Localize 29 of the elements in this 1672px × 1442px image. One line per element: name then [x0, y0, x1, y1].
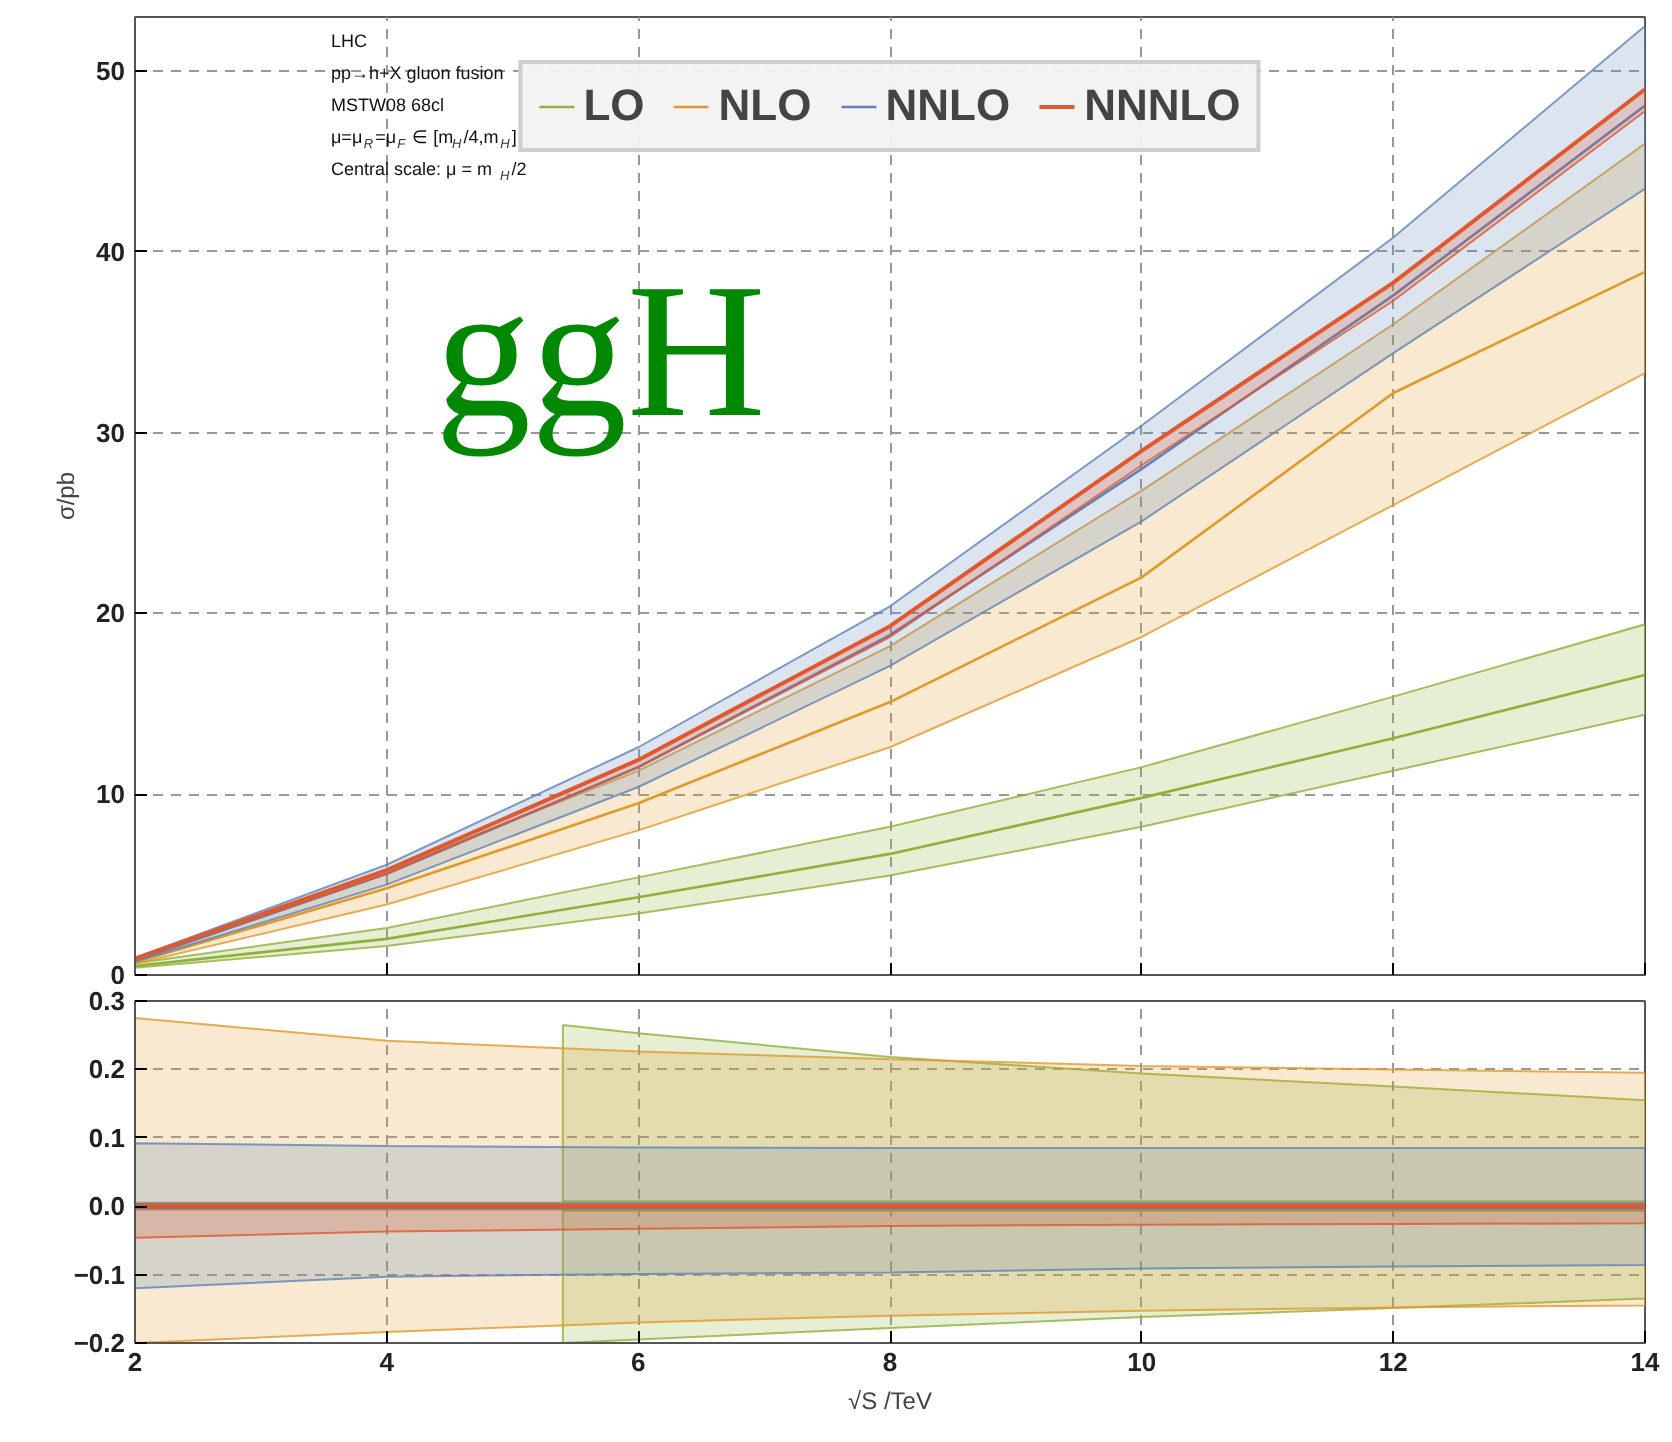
- annotation: LHC: [331, 31, 369, 51]
- y-tick-label: 0: [110, 960, 126, 990]
- x-tick-label: 10: [1127, 1347, 1157, 1377]
- y-tick-label: 40: [96, 236, 126, 267]
- x-tick-label: 2: [127, 1347, 143, 1377]
- y-tick-label: 0.1: [88, 1122, 126, 1153]
- annotation: MSTW08 68cl: [331, 95, 445, 115]
- x-tick-label: 6: [631, 1347, 646, 1377]
- y-tick-label: 10: [96, 779, 126, 810]
- legend-label: NLO: [718, 80, 812, 132]
- y-tick-label: −0.1: [73, 1259, 126, 1290]
- y-tick-label: 0.3: [88, 986, 126, 1016]
- x-tick-label: 8: [882, 1347, 898, 1377]
- x-tick-label: 14: [1630, 1347, 1661, 1377]
- annotation: pp→h+X gluon fusion: [331, 63, 504, 83]
- x-axis-title: √S /TeV: [848, 1387, 932, 1415]
- legend-label: LO: [583, 80, 645, 132]
- y-tick-label: 50: [96, 56, 126, 87]
- y-tick-label: 30: [96, 417, 126, 448]
- y-tick-label: 0.0: [88, 1191, 126, 1222]
- legend-label: NNLO: [885, 80, 1011, 132]
- x-tick-label: 12: [1378, 1347, 1408, 1377]
- annotation: ggH: [435, 243, 766, 457]
- y-axis-title: σ/pb: [52, 471, 81, 521]
- y-tick-label: 0.2: [88, 1054, 126, 1085]
- legend-label: NNNLO: [1084, 80, 1241, 132]
- x-tick-label: 4: [379, 1347, 396, 1377]
- y-tick-label: 20: [96, 598, 126, 629]
- y-tick-label: −0.2: [73, 1328, 126, 1358]
